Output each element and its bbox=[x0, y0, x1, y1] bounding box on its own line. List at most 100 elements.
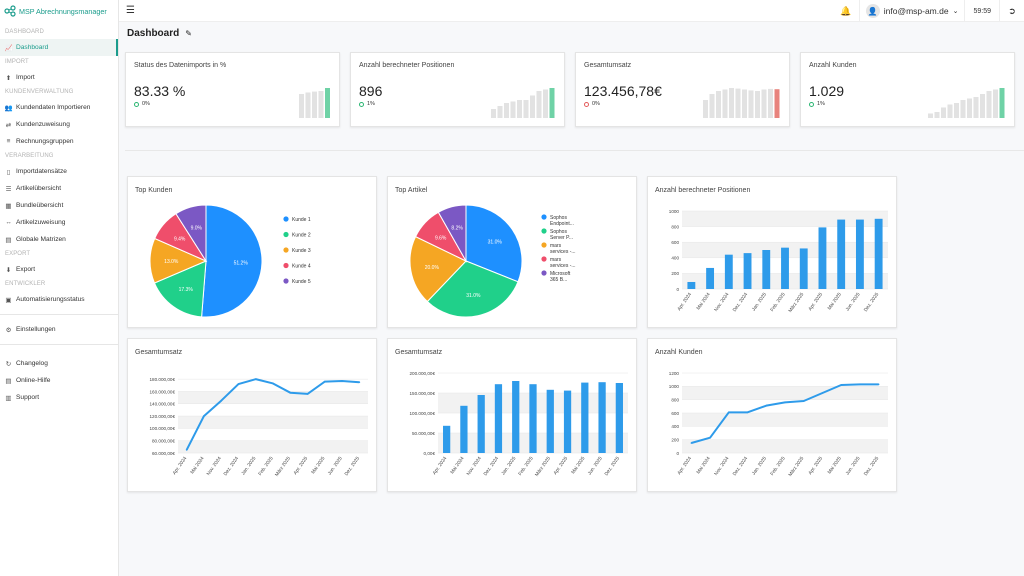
kpi-sparkline bbox=[928, 88, 1005, 118]
legend-marker bbox=[283, 216, 289, 222]
y-tick-label: 0 bbox=[676, 287, 679, 292]
bell-icon[interactable]: 🔔 bbox=[840, 5, 852, 16]
spark-bar bbox=[967, 98, 972, 118]
sidebar-section-title: DASHBOARD bbox=[5, 29, 44, 35]
data-point bbox=[341, 380, 343, 382]
bar bbox=[546, 389, 554, 453]
data-point bbox=[220, 399, 222, 402]
sidebar-item-import[interactable]: ⬆ Import bbox=[0, 69, 118, 86]
kpi-label: Anzahl berechneter Positionen bbox=[359, 62, 455, 69]
spark-bar bbox=[523, 100, 529, 118]
data-point bbox=[765, 404, 768, 407]
x-tick-label: Mai 2025 bbox=[827, 291, 843, 311]
data-point bbox=[254, 378, 257, 380]
sidebar-item-artikelübersicht[interactable]: ☰ Artikelübersicht bbox=[0, 180, 118, 197]
y-tick-label: 140.000,00€ bbox=[149, 402, 175, 407]
x-tick-label: Mai 2024 bbox=[695, 291, 711, 311]
logout-icon[interactable]: ➲ bbox=[1008, 5, 1016, 16]
chart-card: Anzahl berechneter Positionen 0 200 400 600 8… bbox=[647, 176, 897, 328]
sidebar-section-title: ENTWICKLER bbox=[5, 281, 46, 287]
trend-dot-icon bbox=[584, 101, 589, 107]
sidebar: MSP Abrechnungsmanager DASHBOARD 📈 Dashboa… bbox=[0, 0, 119, 576]
sidebar-item-kundenzuweisung[interactable]: ⇄ Kundenzuweisung bbox=[0, 116, 118, 133]
spark-bar bbox=[549, 88, 555, 118]
sidebar-item-automatisierungsstatus[interactable]: ▣ Automatisierungsstatus bbox=[0, 291, 118, 308]
legend-label-cont: services -... bbox=[550, 249, 576, 255]
x-tick-label: Jan. 2025 bbox=[751, 291, 768, 312]
data-point bbox=[324, 380, 326, 383]
legend-label: Kunde 4 bbox=[292, 263, 311, 269]
bar bbox=[563, 390, 572, 453]
y-tick-label: 1200 bbox=[669, 371, 680, 376]
sidebar-item-einstellungen[interactable]: ⚙ Einstellungen bbox=[0, 321, 118, 338]
spark-bar bbox=[774, 89, 780, 118]
y-tick-label: 600 bbox=[671, 240, 679, 245]
x-tick-label: März 2025 bbox=[787, 291, 805, 313]
series-line bbox=[185, 378, 360, 451]
bar bbox=[837, 219, 846, 289]
legend-marker bbox=[541, 270, 547, 276]
sidebar-item-dashboard[interactable]: 📈 Dashboard bbox=[0, 39, 118, 56]
sidebar-item-label: Online-Hilfe bbox=[16, 377, 51, 384]
chart-svg: 0 200 400 600 800 1000 Apr. 2024 Mai 2024 Nov. 2… bbox=[669, 209, 888, 314]
chart-title: Top Artikel bbox=[395, 187, 428, 194]
legend-label: Kunde 2 bbox=[292, 232, 311, 238]
sidebar-item-online-hilfe[interactable]: ▤ Online-Hilfe bbox=[0, 372, 118, 389]
kpi-delta-value: 1% bbox=[817, 101, 825, 107]
pie-value-label: 51.2% bbox=[234, 260, 249, 266]
bar bbox=[874, 218, 883, 289]
chart-title: Anzahl Kunden bbox=[655, 349, 703, 356]
pie-slice bbox=[153, 260, 207, 318]
spark-bar bbox=[497, 106, 503, 118]
sidebar-item-support[interactable]: ▥ Support bbox=[0, 389, 118, 406]
menu-toggle-icon[interactable]: ☰ bbox=[126, 5, 135, 16]
sidebar-item-bundleübersicht[interactable]: ▦ Bundleübersicht bbox=[0, 197, 118, 214]
chart-title: Gesamtumsatz bbox=[135, 349, 183, 356]
user-menu[interactable]: 👤 info@msp-am.de ⌄ bbox=[858, 0, 966, 22]
edit-pencil-icon[interactable]: ✎ bbox=[185, 29, 192, 38]
data-point bbox=[821, 392, 824, 394]
chart-title: Top Kunden bbox=[135, 187, 173, 194]
bar bbox=[443, 425, 451, 453]
sidebar-item-kundendaten-importieren[interactable]: 👥 Kundendaten Importieren bbox=[0, 99, 118, 116]
bar bbox=[855, 219, 864, 289]
spark-bar bbox=[716, 91, 721, 118]
legend-label-cont: Endpoint... bbox=[550, 221, 574, 227]
data-point bbox=[289, 391, 292, 394]
sidebar-item-rechnungsgruppen[interactable]: ≡ Rechnungsgruppen bbox=[0, 133, 118, 150]
spark-bar bbox=[960, 100, 966, 118]
x-tick-label: Mai 2024 bbox=[695, 455, 711, 475]
pie-slice bbox=[175, 204, 207, 263]
data-point bbox=[306, 393, 309, 395]
spark-bar bbox=[742, 89, 747, 118]
x-tick-label: Feb. 2025 bbox=[769, 455, 786, 476]
sidebar-item-label: Importdatensätze bbox=[16, 168, 67, 175]
sidebar-item-artikelzuweisung[interactable]: ↔ Artikelzuweisung bbox=[0, 214, 118, 231]
sidebar-item-globale-matrizen[interactable]: ▤ Globale Matrizen bbox=[0, 231, 118, 248]
sidebar-item-label: Export bbox=[16, 266, 36, 273]
legend-label: Sophos bbox=[550, 229, 567, 235]
pie-value-label: 9.4% bbox=[174, 236, 186, 242]
page-title-row: Dashboard ✎ bbox=[127, 28, 192, 39]
brand[interactable]: MSP Abrechnungsmanager bbox=[0, 0, 118, 22]
x-tick-label: Jun. 2025 bbox=[845, 455, 862, 476]
data-point bbox=[203, 415, 205, 417]
x-tick-label: Jun. 2025 bbox=[587, 455, 604, 476]
legend-marker bbox=[283, 262, 289, 269]
y-tick-label: 0,00€ bbox=[424, 451, 436, 456]
sidebar-item-importdatensätze[interactable]: ▯ Importdatensätze bbox=[0, 163, 118, 180]
bar bbox=[615, 383, 623, 453]
pie-slice bbox=[409, 235, 467, 303]
pie-value-label: 9.0% bbox=[191, 226, 203, 232]
kpi-sparkline bbox=[703, 88, 780, 118]
y-tick-label: 150.000,00€ bbox=[409, 391, 435, 396]
spark-bar bbox=[973, 97, 979, 118]
trend-dot-icon bbox=[134, 101, 139, 107]
sidebar-divider bbox=[0, 344, 118, 345]
sidebar-item-export[interactable]: ⬇ Export bbox=[0, 261, 118, 278]
sidebar-item-changelog[interactable]: ↻ Changelog bbox=[0, 355, 118, 372]
legend-label: mars bbox=[550, 243, 562, 249]
legend-marker bbox=[541, 228, 547, 234]
x-tick-label: Mai 2024 bbox=[189, 455, 205, 475]
sidebar-item-label: Automatisierungsstatus bbox=[16, 296, 85, 303]
